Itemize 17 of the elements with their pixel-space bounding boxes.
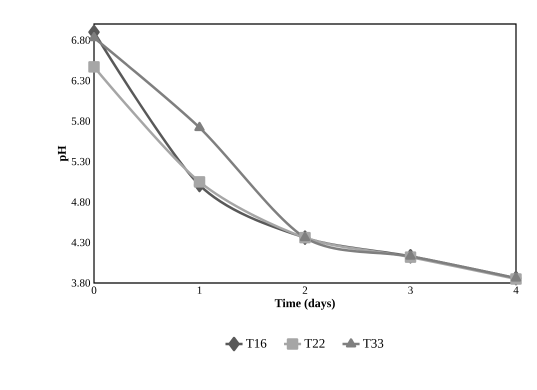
x-axis-title: Time (days): [274, 298, 335, 310]
x-tick-label: 3: [408, 286, 413, 294]
y-axis-title: pH: [58, 146, 68, 162]
y-tick-label: 3.80: [72, 279, 90, 287]
x-tick-label: 0: [92, 286, 96, 294]
x-tick-label: 2: [302, 286, 308, 294]
y-tick-label: 5.30: [72, 158, 90, 166]
y-tick-label: 4.30: [71, 238, 90, 246]
y-tick-label: 6.30: [72, 76, 90, 84]
y-tick-label: 6.80: [72, 36, 90, 44]
legend-label: T22: [304, 338, 325, 348]
x-tick-label: 4: [513, 286, 519, 294]
legend-label: T33: [363, 338, 384, 348]
x-tick-label: 1: [198, 286, 202, 294]
y-tick-label: 5.80: [72, 117, 90, 125]
legend-label: T16: [246, 338, 266, 348]
y-tick-label: 4.80: [71, 198, 90, 206]
